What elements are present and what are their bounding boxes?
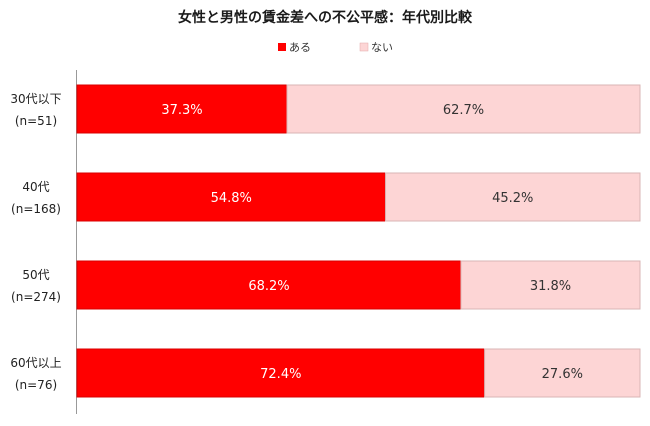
category-sample-size: (n=76): [15, 378, 57, 392]
legend-label-nai: ない: [371, 41, 393, 54]
legend: ある ない: [278, 41, 393, 54]
plot-area: 30代以下 (n=51) 37.3% 62.7% 40代 (n=168) 54.8% 45.2…: [10, 84, 641, 398]
bar-nai: [460, 260, 641, 310]
bar-nai: [286, 84, 641, 134]
data-label-aru: 54.8%: [211, 191, 252, 206]
bar-aru: [76, 172, 387, 222]
category-sample-size: (n=274): [11, 290, 61, 304]
data-label-nai: 27.6%: [542, 367, 583, 382]
legend-swatch-nai: [359, 42, 369, 52]
legend-swatch-aru: [278, 43, 286, 51]
data-label-nai: 62.7%: [443, 103, 484, 118]
category-sample-size: (n=168): [11, 202, 61, 216]
category-label: 60代以上: [10, 356, 61, 370]
data-label-nai: 45.2%: [492, 191, 533, 206]
bar-aru: [76, 84, 288, 134]
category-sample-size: (n=51): [15, 114, 57, 128]
data-label-aru: 72.4%: [260, 367, 301, 382]
bar-nai: [484, 348, 641, 398]
data-label-nai: 31.8%: [530, 279, 571, 294]
category-label: 40代: [22, 180, 49, 194]
data-label-aru: 37.3%: [161, 103, 202, 118]
bar-nai: [385, 172, 641, 222]
category-label: 50代: [22, 268, 49, 282]
category-label: 30代以下: [10, 92, 61, 106]
data-label-aru: 68.2%: [248, 279, 289, 294]
legend-label-aru: ある: [289, 41, 311, 54]
chart-title: 女性と男性の賃金差への不公平感：年代別比較: [178, 9, 473, 26]
